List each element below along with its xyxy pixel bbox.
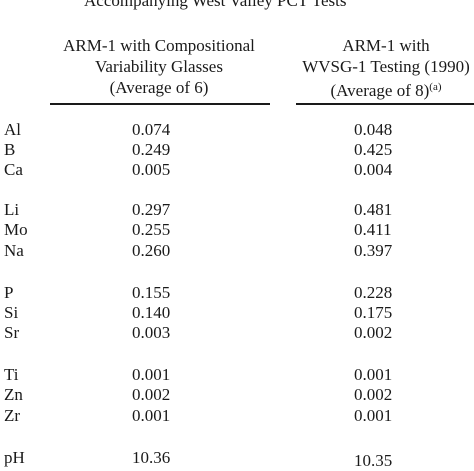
table-row: B 0.249 0.425 (0, 139, 474, 160)
value-compositional: 0.255 (132, 220, 171, 239)
table-row: Si 0.140 0.175 (0, 302, 474, 323)
value-wvsg: 0.228 (354, 283, 393, 302)
element-label: P (4, 283, 14, 302)
table-row: Na 0.260 0.397 (0, 240, 474, 261)
header-rule (50, 103, 270, 105)
value-compositional: 0.249 (132, 140, 171, 159)
value-compositional: 0.003 (132, 323, 171, 342)
element-label: Mo (4, 220, 28, 239)
table-row: Al 0.074 0.048 (0, 119, 474, 140)
header-rule (296, 103, 474, 105)
value-wvsg: 0.002 (354, 385, 393, 404)
column-header-line-text: (Average of 8) (330, 81, 430, 100)
table-caption: Accompanying West Valley PCT Tests (84, 0, 347, 10)
element-label: Ca (4, 160, 23, 179)
table-row: Li 0.297 0.481 (0, 199, 474, 220)
value-compositional: 0.155 (132, 283, 171, 302)
table-row: Sr 0.003 0.002 (0, 322, 474, 343)
element-label: Si (4, 303, 19, 322)
value-compositional: 0.260 (132, 241, 171, 260)
column-header-wvsg: ARM-1 with WVSG-1 Testing (1990) (Averag… (296, 35, 474, 101)
table-row: Zr 0.001 0.001 (0, 405, 474, 426)
element-label: Zn (4, 385, 23, 404)
element-label: Na (4, 241, 24, 260)
footnote-marker: (a) (429, 81, 442, 93)
value-wvsg: 0.004 (354, 160, 393, 179)
column-header-compositional: ARM-1 with Compositional Variability Gla… (44, 35, 274, 98)
value-wvsg: 0.411 (354, 220, 392, 239)
value-compositional: 0.001 (132, 406, 171, 425)
table-row: Ti 0.001 0.001 (0, 364, 474, 385)
element-label: Sr (4, 323, 20, 342)
value-compositional: 0.005 (132, 160, 171, 179)
column-header-line: (Average of 6) (109, 78, 209, 97)
column-header-line: ARM-1 with (342, 36, 430, 55)
value-wvsg: 0.001 (354, 406, 393, 425)
element-label: pH (4, 448, 25, 467)
element-label: Ti (4, 365, 19, 384)
table-row: P 0.155 0.228 (0, 282, 474, 303)
column-header-line: WVSG-1 Testing (1990) (302, 57, 470, 76)
element-label: Li (4, 200, 20, 219)
value-compositional: 0.140 (132, 303, 171, 322)
table-row: pH 10.36 10.35 (0, 447, 474, 470)
value-wvsg: 10.35 (354, 451, 393, 470)
table-row: Mo 0.255 0.411 (0, 219, 474, 240)
value-compositional: 10.36 (132, 448, 171, 467)
value-compositional: 0.074 (132, 120, 171, 139)
table-row: Zn 0.002 0.002 (0, 384, 474, 405)
table-row: Ca 0.005 0.004 (0, 159, 474, 180)
value-wvsg: 0.481 (354, 200, 393, 219)
value-wvsg: 0.425 (354, 140, 393, 159)
column-header-line: Variability Glasses (95, 57, 223, 76)
value-compositional: 0.002 (132, 385, 171, 404)
value-wvsg: 0.175 (354, 303, 393, 322)
column-header-line-with-footnote: (Average of 8)(a) (296, 77, 474, 101)
value-wvsg: 0.397 (354, 241, 393, 260)
value-compositional: 0.297 (132, 200, 171, 219)
value-compositional: 0.001 (132, 365, 171, 384)
element-label: Zr (4, 406, 21, 425)
value-wvsg: 0.002 (354, 323, 393, 342)
value-wvsg: 0.001 (354, 365, 393, 384)
element-label: Al (4, 120, 21, 139)
value-wvsg: 0.048 (354, 120, 393, 139)
element-label: B (4, 140, 16, 159)
column-header-line: ARM-1 with Compositional (63, 36, 255, 55)
